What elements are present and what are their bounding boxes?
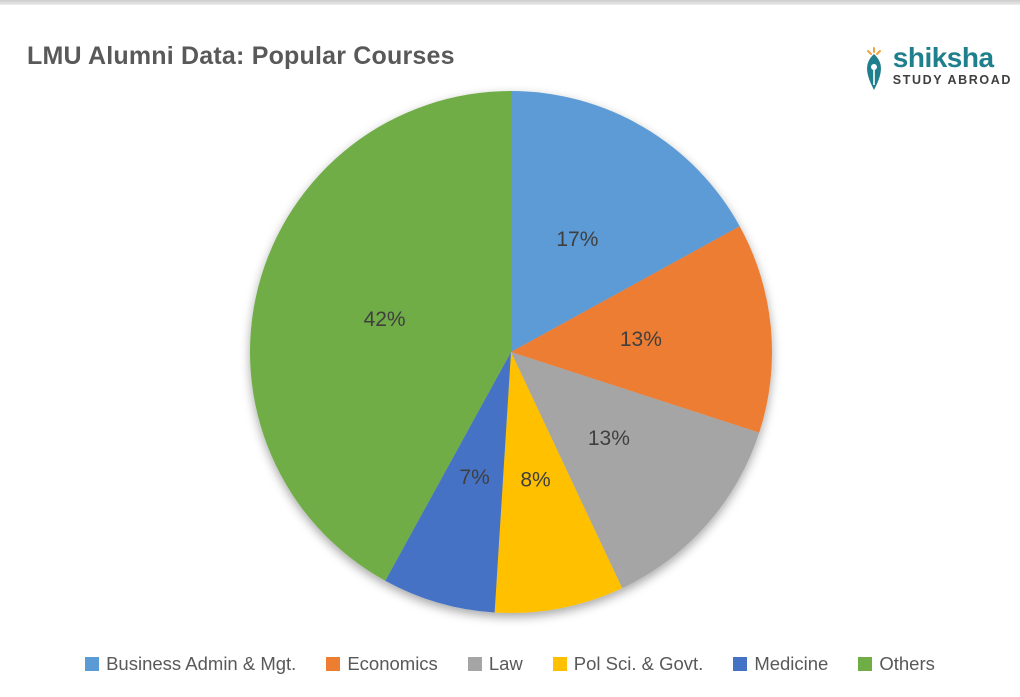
legend-item-others: Others [858, 653, 935, 675]
pie-data-label-pol-sci-govt: 8% [520, 469, 550, 492]
page-title: LMU Alumni Data: Popular Courses [27, 42, 455, 70]
legend-swatch-economics [326, 657, 341, 671]
pen-nib-icon [866, 47, 881, 90]
legend-swatch-medicine [733, 657, 748, 671]
chart-legend: Business Admin & Mgt. Economics Law Pol Sci… [0, 650, 1020, 678]
logo-brand-text: shiksha [892, 42, 994, 73]
legend-label-law: Law [488, 653, 523, 674]
legend-label-medicine: Medicine [754, 653, 829, 674]
pie-data-label-law: 13% [588, 427, 630, 450]
legend-item-business-admin-mgt: Business Admin & Mgt. [85, 653, 296, 675]
pie-slice-economics [511, 226, 773, 433]
pie-slice-business-admin-mgt [511, 91, 740, 352]
legend-swatch-others [858, 657, 873, 671]
pie-chart: 17% 13% 13% 8% 7% 42% [249, 90, 773, 613]
pie-slice-law [511, 352, 760, 589]
shiksha-logo: shiksha STUDY ABROAD [859, 44, 1012, 92]
legend-item-medicine: Medicine [733, 653, 828, 675]
legend-swatch-business-admin-mgt [85, 657, 100, 671]
pie-data-label-business-admin-mgt: 17% [556, 228, 598, 251]
legend-swatch-law [467, 657, 482, 671]
top-border [0, 0, 1020, 5]
pie-data-label-others: 42% [364, 308, 406, 331]
legend-item-law: Law [467, 653, 523, 675]
logo-tagline-text: STUDY ABROAD [892, 73, 1012, 87]
legend-label-business-admin-mgt: Business Admin & Mgt. [106, 653, 297, 674]
pie-data-label-medicine: 7% [459, 466, 489, 489]
legend-label-others: Others [879, 653, 935, 674]
legend-swatch-pol-sci-govt [552, 657, 567, 671]
pie-slice-medicine [385, 352, 511, 613]
legend-label-pol-sci-govt: Pol Sci. & Govt. [573, 653, 704, 674]
pie-data-label-economics: 13% [620, 328, 662, 351]
logo-text: shiksha STUDY ABROAD [893, 44, 1012, 87]
legend-item-economics: Economics [326, 653, 438, 675]
pie-slice-pol-sci-govt [494, 352, 623, 613]
legend-label-economics: Economics [347, 653, 438, 674]
legend-item-pol-sci-govt: Pol Sci. & Govt. [552, 653, 704, 675]
pie-slice-others [249, 90, 511, 581]
